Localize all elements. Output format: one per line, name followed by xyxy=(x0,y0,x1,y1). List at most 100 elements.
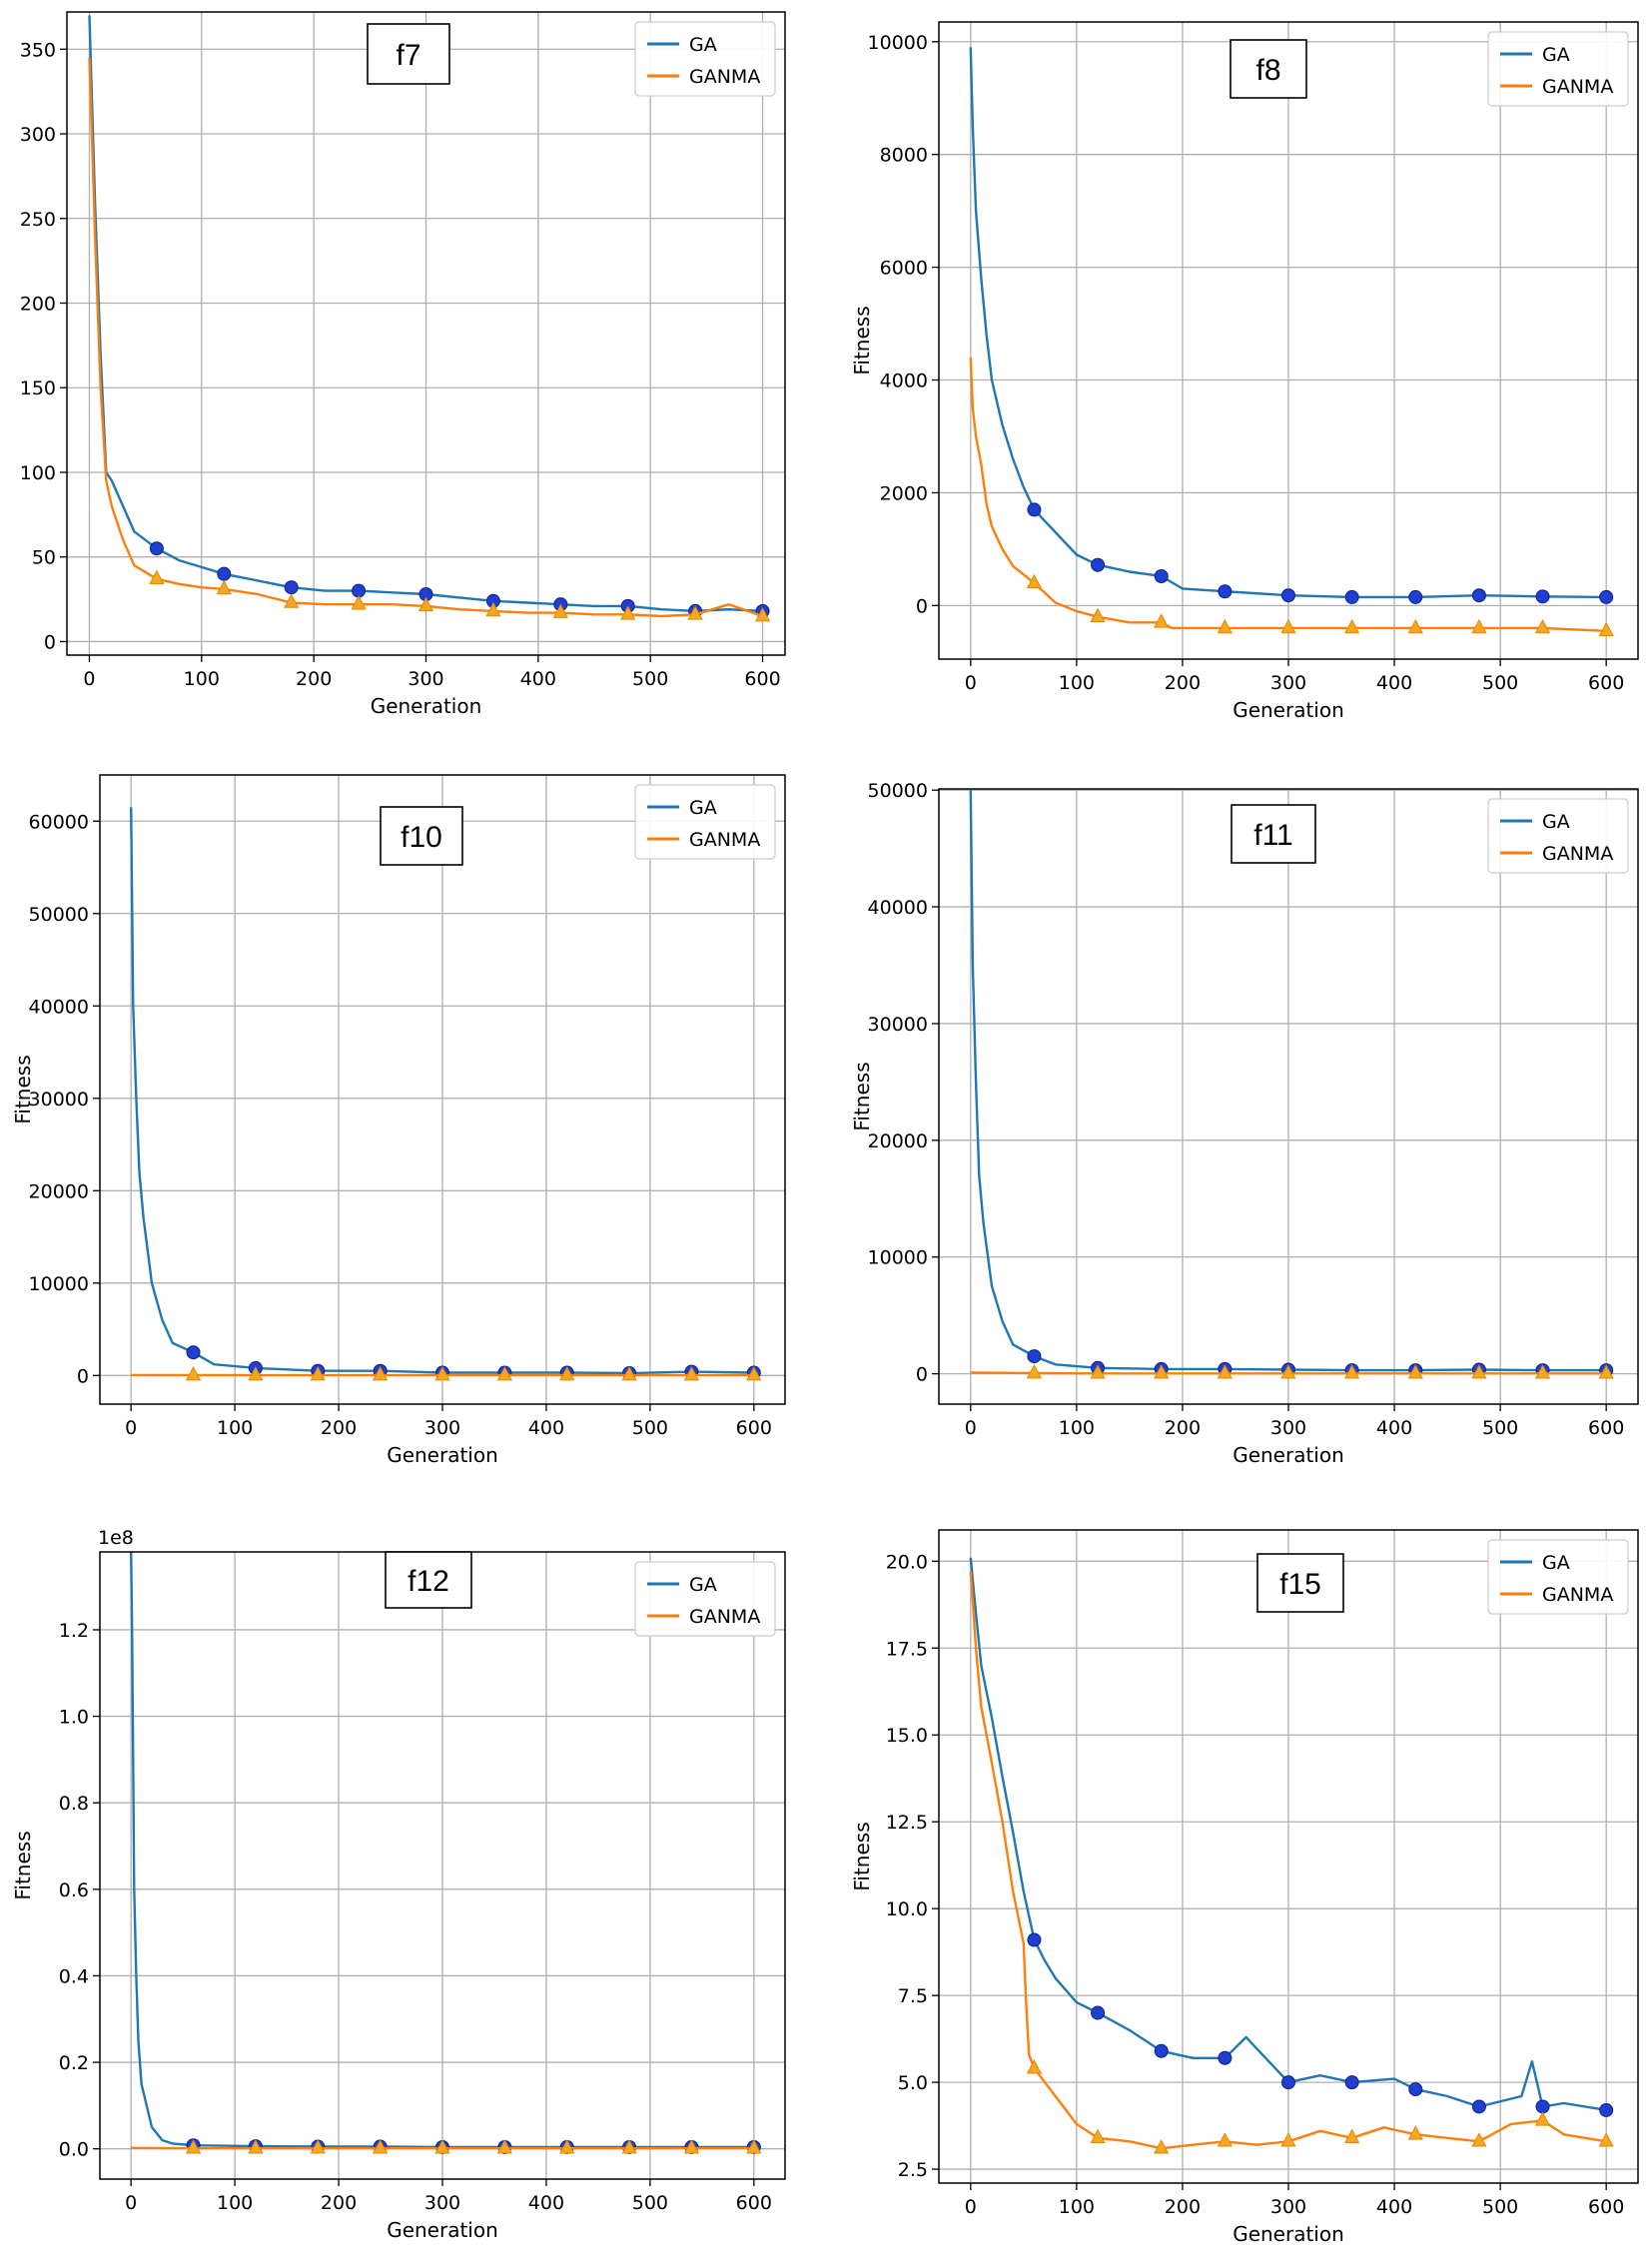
title-box xyxy=(1230,39,1307,99)
legend-label-ganma: GANMA xyxy=(689,829,760,851)
x-tick-label: 500 xyxy=(632,668,668,690)
point-ga xyxy=(1408,2082,1423,2097)
x-tick-label: 300 xyxy=(408,668,443,690)
point-ga xyxy=(1344,2075,1359,2090)
x-tick-label: 500 xyxy=(1482,672,1518,694)
series-line-ganma xyxy=(88,57,763,618)
point-ga xyxy=(1535,589,1550,604)
point-ganma xyxy=(1026,2059,1043,2074)
y-tick-label: 0.0 xyxy=(59,2139,89,2161)
point-ganma xyxy=(310,2139,326,2154)
point-ganma xyxy=(1154,2139,1170,2154)
chart-title: f11 xyxy=(1253,819,1292,852)
point-ga xyxy=(1281,2075,1295,2090)
point-ganma xyxy=(1154,613,1170,628)
point-ganma xyxy=(1026,1363,1043,1379)
point-ganma xyxy=(1534,2111,1551,2126)
y-tick-label: 50 xyxy=(32,547,56,569)
x-tick-label: 600 xyxy=(736,2192,772,2214)
x-tick-label: 300 xyxy=(424,2192,460,2214)
axis-offset-text: 1e8 xyxy=(98,1527,134,1549)
point-ga xyxy=(1154,569,1169,584)
y-tick-label: 0 xyxy=(77,1365,89,1387)
y-tick-label: 2.5 xyxy=(898,2159,928,2181)
x-tick-label: 200 xyxy=(321,2192,357,2214)
point-ganma xyxy=(1154,1364,1170,1379)
point-ganma xyxy=(248,1366,264,1381)
x-tick-label: 0 xyxy=(965,1417,977,1439)
chart-2: 0 100 200 300 400 500 600020004000600080001000… xyxy=(850,21,1639,722)
y-tick-label: 40000 xyxy=(29,996,89,1018)
y-tick-label: 6000 xyxy=(880,258,928,280)
legend-label-ga: GA xyxy=(689,34,717,56)
title-box xyxy=(367,23,450,85)
point-ganma xyxy=(621,1366,637,1381)
x-tick-label: 400 xyxy=(1376,1417,1412,1439)
y-tick-label: 5.0 xyxy=(898,2072,928,2094)
point-ganma xyxy=(1090,1364,1106,1379)
x-tick-label: 400 xyxy=(528,1417,564,1439)
y-tick-label: 1.2 xyxy=(59,1620,89,1642)
point-ganma xyxy=(1090,607,1106,622)
chart-title: f10 xyxy=(401,821,442,854)
x-tick-label: 300 xyxy=(1270,672,1306,694)
x-tick-label: 0 xyxy=(965,672,977,694)
x-axis-label: Generation xyxy=(387,1443,498,1467)
y-tick-label: 60000 xyxy=(29,811,89,833)
series-line-ganma xyxy=(969,357,1607,632)
series-line-ga xyxy=(88,15,763,613)
chart-4: 0 100 200 300 400 500 600 0 10000 20000 30000 40000… xyxy=(850,780,1639,1467)
legend-label-ga: GA xyxy=(1542,811,1570,833)
legend-label-ganma: GANMA xyxy=(689,66,760,88)
x-tick-label: 100 xyxy=(184,668,220,690)
x-tick-label: 600 xyxy=(1588,2196,1624,2218)
legend-label-ga: GA xyxy=(689,1574,717,1596)
y-axis-label: Fitness xyxy=(850,1822,874,1890)
y-tick-label: 12.5 xyxy=(886,1812,928,1834)
x-tick-label: 400 xyxy=(1376,2196,1412,2218)
point-ga xyxy=(1535,2099,1550,2114)
point-ganma xyxy=(496,1366,512,1381)
legend-label-ga: GA xyxy=(689,797,717,819)
y-tick-label: 17.5 xyxy=(886,1638,928,1660)
title-box xyxy=(385,1551,472,1609)
point-ga xyxy=(284,580,299,595)
legend-label-ga: GA xyxy=(1542,1552,1570,1574)
y-tick-label: 30000 xyxy=(868,1014,928,1036)
title-box xyxy=(1231,804,1316,864)
point-ga xyxy=(186,1345,201,1360)
y-tick-label: 40000 xyxy=(868,897,928,919)
y-axis-label: Fitness xyxy=(850,306,874,375)
x-tick-label: 100 xyxy=(217,1417,253,1439)
point-ga xyxy=(1218,2050,1233,2065)
x-tick-label: 200 xyxy=(1165,1417,1201,1439)
point-ganma xyxy=(620,605,636,620)
y-tick-label: 20.0 xyxy=(886,1551,928,1573)
point-ganma xyxy=(1344,618,1360,634)
y-tick-label: 0 xyxy=(44,631,56,653)
y-axis-label: Fitness xyxy=(11,1831,35,1899)
point-ganma xyxy=(683,1366,700,1381)
y-tick-label: 50000 xyxy=(868,780,928,802)
point-ganma xyxy=(216,579,232,595)
point-ganma xyxy=(683,2139,700,2154)
point-ganma xyxy=(559,1366,575,1381)
chart-1: 0 100 200 300 400 500 600 0 50 100 150 200 250 300 350… xyxy=(0,11,786,718)
point-ganma xyxy=(248,2139,264,2154)
y-tick-label: 30000 xyxy=(29,1089,89,1111)
x-tick-label: 600 xyxy=(1588,1417,1624,1439)
point-ganma xyxy=(149,569,165,585)
legend-label-ga: GA xyxy=(1542,44,1570,66)
y-tick-label: 7.5 xyxy=(898,1985,928,2007)
x-tick-label: 500 xyxy=(1482,2196,1518,2218)
point-ga xyxy=(217,566,232,581)
point-ganma xyxy=(1534,618,1551,634)
point-ganma xyxy=(621,2139,637,2154)
chart-title: f12 xyxy=(408,1565,449,1598)
point-ganma xyxy=(1280,1364,1296,1379)
series-line-ga xyxy=(969,47,1607,599)
point-ga xyxy=(1091,557,1106,572)
point-ganma xyxy=(1598,621,1614,637)
point-ganma xyxy=(1598,1364,1614,1379)
